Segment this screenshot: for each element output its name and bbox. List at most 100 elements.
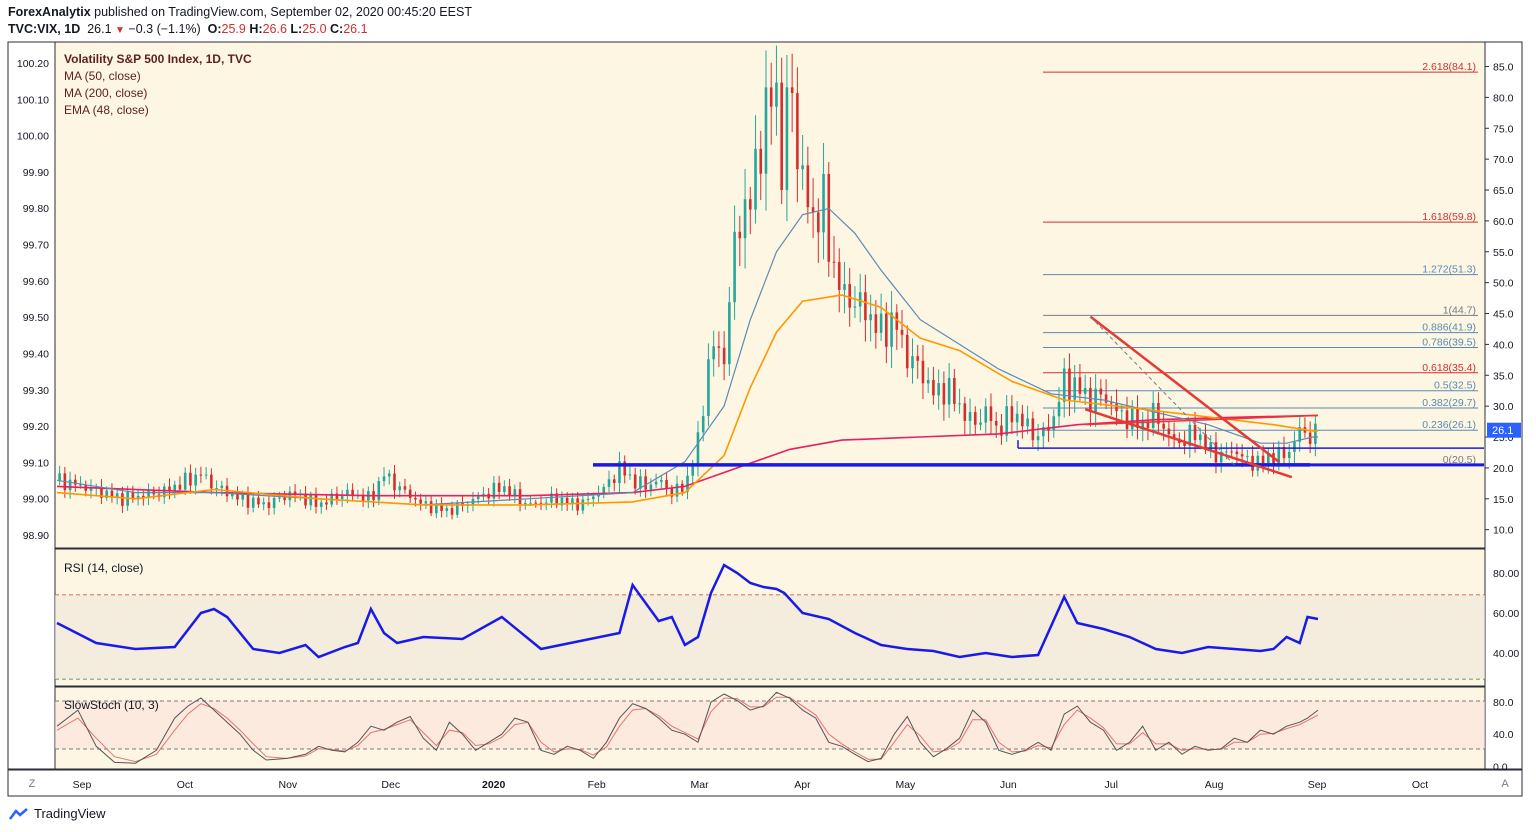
candle-body (717, 346, 721, 348)
candle-body (346, 489, 349, 496)
candle-body (576, 498, 579, 511)
candle-body (1000, 425, 1003, 436)
stoch-d-line (56, 696, 1319, 763)
time-axis[interactable] (7, 769, 1523, 797)
candle-body (885, 313, 888, 347)
fib-level-label: 0(20.5) (1443, 454, 1476, 466)
candle-body (874, 314, 878, 333)
candle-body (973, 412, 977, 425)
open-value: 25.9 (221, 22, 246, 36)
rsi-band-fill (55, 595, 1485, 679)
candle-body (377, 481, 381, 501)
candle-body (832, 261, 836, 263)
auto-scale-button[interactable]: A (1501, 778, 1509, 790)
candle-body (968, 412, 972, 421)
time-tick-label: Feb (588, 779, 606, 791)
legend-ma200[interactable]: MA (200, close) (64, 86, 147, 100)
candle-body (932, 379, 935, 396)
legend-ma50[interactable]: MA (50, close) (64, 69, 141, 83)
candle-body (722, 347, 726, 365)
left-tick-label: 99.80 (23, 203, 49, 215)
candle-body (947, 377, 951, 405)
candle-body (1042, 427, 1045, 437)
right-tick-label: 70.0 (1493, 154, 1514, 166)
candle-body (1287, 451, 1291, 458)
left-axis[interactable] (7, 41, 56, 770)
candle-body (1073, 377, 1076, 400)
candle-body (858, 292, 862, 307)
stoch-label[interactable]: SlowStoch (10, 3) (64, 698, 159, 712)
candle-body (351, 489, 354, 496)
rsi-label[interactable]: RSI (14, close) (64, 561, 143, 575)
price-pane-bg[interactable] (54, 41, 1486, 549)
candle-body (984, 406, 988, 423)
ma50-line (56, 207, 1318, 506)
publisher-name[interactable]: ForexAnalytix (8, 5, 91, 19)
candle-body (869, 314, 872, 321)
candle-body (513, 489, 517, 497)
candle-body (1130, 407, 1134, 430)
candle-body (236, 493, 239, 500)
right-axis[interactable] (1484, 41, 1523, 770)
candle-body (979, 422, 982, 425)
candle-body (654, 481, 658, 485)
candle-body (1240, 454, 1244, 457)
rsi-axis-ticks: 80.00 60.00 40.00 (1493, 568, 1519, 660)
wedge-mid-line[interactable] (1085, 414, 1319, 426)
candle-body (1010, 406, 1014, 423)
candle-body (1308, 432, 1312, 444)
stoch-axis-ticks: 80.0 40.0 0.0 (1493, 697, 1514, 773)
candle-body (1120, 410, 1124, 412)
right-tick-label: 15.0 (1493, 494, 1514, 506)
fib-level-label: 1(44.7) (1443, 304, 1476, 316)
candle-body (309, 494, 313, 506)
fib-level-label: 0.618(35.4) (1422, 362, 1476, 374)
candle-body (1021, 413, 1024, 427)
fibonacci-levels[interactable]: 2.618(84.1) 1.618(59.8) 1.272(51.3) 1(44.7)… (1043, 61, 1478, 466)
candle-body (916, 356, 920, 361)
candle-body (1136, 407, 1139, 428)
candle-body (1198, 434, 1202, 441)
ema48-line (56, 294, 1318, 506)
candle-body (890, 312, 893, 347)
wedge-lower-line[interactable] (1084, 408, 1293, 479)
fib-level-label: 2.618(84.1) (1422, 61, 1476, 73)
candle-body (602, 486, 606, 494)
candle-body (230, 493, 234, 497)
candle-body (68, 479, 72, 491)
candle-body (220, 485, 224, 489)
candle-body (241, 493, 245, 500)
candle-body (278, 497, 281, 499)
candle-body (1005, 406, 1008, 436)
legend-ema48[interactable]: EMA (48, close) (64, 103, 149, 117)
candle-body (450, 508, 454, 515)
candle-body (189, 472, 192, 486)
candle-body (272, 497, 276, 509)
candle-body (843, 284, 846, 290)
candle-body (1235, 451, 1239, 455)
footer: TradingView (8, 806, 106, 821)
candle-body (194, 474, 197, 486)
candle-body (942, 383, 946, 405)
candle-body (1204, 434, 1207, 450)
left-tick-label: 99.30 (23, 385, 49, 397)
down-arrow-icon: ▼ (115, 25, 125, 36)
left-tick-label: 99.90 (23, 167, 49, 179)
candle-body (1277, 446, 1281, 466)
stoch-tick-label: 0.0 (1493, 761, 1508, 773)
candle-body (1162, 423, 1165, 429)
candle-body (1151, 402, 1155, 429)
candle-body (769, 87, 773, 107)
candle-body (1104, 394, 1108, 403)
candle-body (790, 87, 794, 94)
brand-label[interactable]: TradingView (34, 806, 106, 821)
low-label: L: (290, 22, 303, 36)
candle-body (429, 501, 433, 514)
candle-body (89, 487, 93, 491)
candle-body (1282, 446, 1286, 458)
right-tick-label: 40.0 (1493, 339, 1514, 351)
right-tick-label: 60.0 (1493, 216, 1514, 228)
wedge-upper-line[interactable] (1089, 315, 1280, 463)
zoom-button[interactable]: Z (29, 778, 36, 790)
